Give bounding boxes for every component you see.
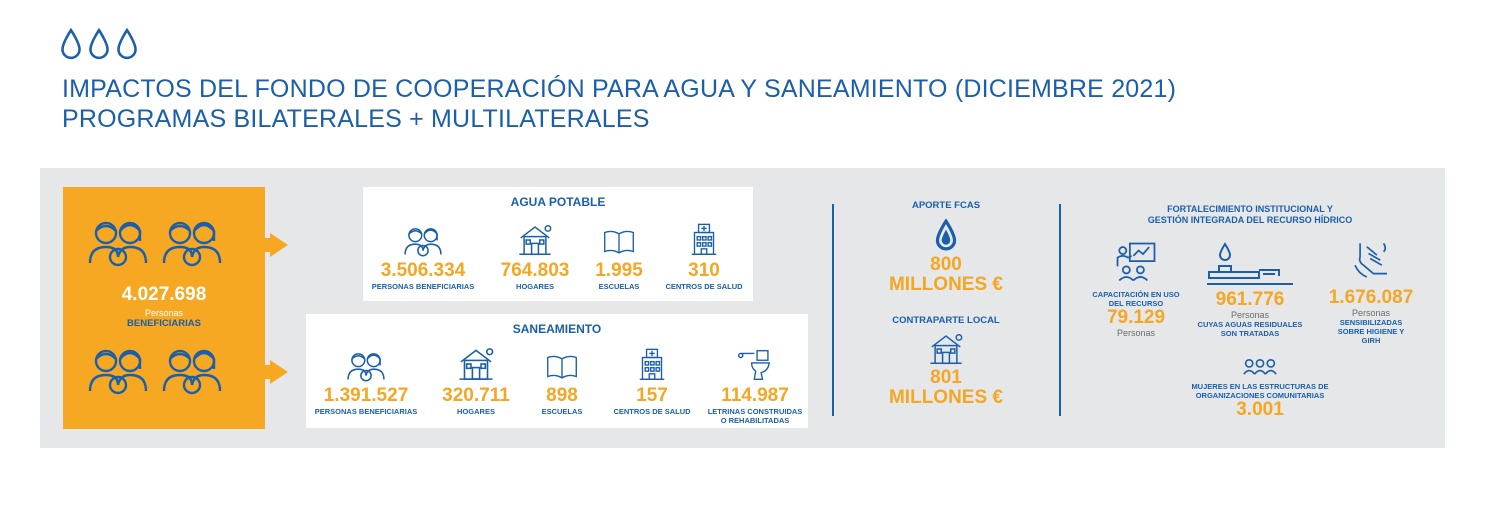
water-drop-icon [88, 28, 110, 60]
stat-label-line-2: O REHABILITADAS [720, 416, 790, 425]
arrow-stem [265, 238, 273, 252]
aguas-label-1: CUYAS AGUAS RESIDUALES [1197, 320, 1303, 329]
stat-label: CENTROS DE SALUD [613, 407, 691, 416]
stat-value: 157 [636, 385, 668, 406]
stat-value: 320.711 [442, 385, 510, 406]
people-icon [87, 217, 149, 267]
arrow-right-icon [270, 233, 288, 257]
stat-label: ESCUELAS [541, 407, 583, 416]
aporte-value: 800 [930, 254, 962, 275]
capacitacion-label-1: CAPACITACIÓN EN USO [1092, 290, 1180, 299]
women-group-icon [1242, 358, 1278, 376]
toilet-icon [738, 348, 772, 382]
aporte-title: APORTE FCAS [911, 200, 981, 211]
stat-label-line-1: LETRINAS CONSTRUIDAS [707, 407, 803, 416]
sensibilizadas-label-3: GIRH [1361, 336, 1381, 345]
stat-value: 114.987 [721, 385, 789, 406]
total-sub: Personas [144, 308, 184, 318]
sensibilizadas-sub: Personas [1351, 308, 1391, 318]
mujeres-label-2: ORGANIZACIONES COMUNITARIAS [1195, 391, 1325, 400]
mujeres-value: 3.001 [1236, 399, 1284, 420]
agua-title: AGUA POTABLE [510, 195, 606, 209]
contraparte-value: 801 [930, 367, 962, 388]
stat-label: ESCUELAS [598, 282, 640, 291]
agua-stat-hogares: 764.803 HOGARES [485, 223, 585, 291]
total-label: BENEFICIARIAS [127, 318, 201, 329]
fort-mujeres: MUJERES EN LAS ESTRUCTURAS DE ORGANIZACI… [1160, 358, 1360, 420]
fortalecimiento-title: FORTALECIMIENTO INSTITUCIONAL Y GESTIÓN … [1080, 204, 1420, 226]
page-title: IMPACTOS DEL FONDO DE COOPERACIÓN PARA A… [62, 74, 1176, 134]
handwashing-icon [1350, 240, 1392, 282]
arrow-stem [265, 365, 273, 379]
water-drop-icon [60, 28, 82, 60]
house-icon [457, 346, 495, 382]
people-icon [161, 217, 223, 267]
stat-value: 3.506.334 [380, 260, 466, 281]
fort-sensibilizadas: 1.676.087 Personas SENSIBILIZADAS SOBRE … [1316, 240, 1426, 345]
aporte-column: APORTE FCAS 800 MILLONES € CONTRAPARTE L… [860, 200, 1032, 408]
stat-label: PERSONAS BENEFICIARIAS [371, 282, 475, 291]
fort-title-line-1: FORTALECIMIENTO INSTITUCIONAL Y [1167, 204, 1333, 214]
stat-value: 764.803 [500, 260, 570, 281]
fort-capacitacion: CAPACITACIÓN EN USO DEL RECURSO 79.129 P… [1080, 240, 1192, 338]
aporte-unit: MILLONES € [888, 274, 1003, 295]
aguas-label-2: SON TRATADAS [1220, 329, 1280, 338]
water-drop-icon [116, 28, 138, 60]
stat-label: HOGARES [457, 407, 495, 416]
total-beneficiaries-block: 4.027.698 Personas BENEFICIARIAS [63, 187, 265, 429]
book-icon [545, 352, 579, 382]
capacitacion-label-2: DEL RECURSO [1108, 299, 1164, 308]
aguas-sub: Personas [1230, 310, 1270, 320]
capacitacion-sub: Personas [1116, 328, 1156, 338]
contraparte-unit: MILLONES € [888, 387, 1003, 408]
stat-value: 1.995 [595, 260, 643, 281]
people-icon [346, 350, 386, 382]
agua-potable-card: AGUA POTABLE 3.506.334 PERSONAS BENEFICI… [363, 187, 753, 301]
mujeres-label-1: MUJERES EN LAS ESTRUCTURAS DE [1191, 382, 1329, 391]
divider [832, 204, 834, 416]
book-icon [602, 227, 636, 257]
san-stat-hogares: 320.711 HOGARES [430, 346, 522, 416]
hospital-icon [637, 348, 667, 382]
fort-aguas-tratadas: 961.776 Personas CUYAS AGUAS RESIDUALES … [1190, 240, 1310, 338]
training-icon [1114, 240, 1158, 284]
people-icon [161, 345, 223, 395]
san-stat-letrinas: 114.987 LETRINAS CONSTRUIDAS O REHABILIT… [704, 348, 806, 425]
contraparte-title: CONTRAPARTE LOCAL [892, 315, 1000, 326]
title-line-2: PROGRAMAS BILATERALES + MULTILATERALES [62, 105, 650, 133]
people-icon [87, 345, 149, 395]
stat-label: CENTROS DE SALUD [665, 282, 743, 291]
total-value: 4.027.698 [121, 284, 207, 305]
san-stat-escuelas: 898 ESCUELAS [528, 352, 596, 416]
capacitacion-value: 79.129 [1106, 307, 1166, 328]
treatment-plant-icon [1200, 240, 1300, 290]
fort-title-line-2: GESTIÓN INTEGRADA DEL RECURSO HÍDRICO [1147, 215, 1353, 225]
arrow-right-icon [270, 360, 288, 384]
sensibilizadas-label-1: SENSIBILIZADAS [1339, 318, 1403, 327]
agua-stat-salud: 310 CENTROS DE SALUD [659, 223, 749, 291]
aguas-value: 961.776 [1215, 289, 1285, 310]
sensibilizadas-label-2: SOBRE HIGIENE Y [1337, 327, 1405, 336]
san-stat-salud: 157 CENTROS DE SALUD [604, 348, 700, 416]
stat-value: 1.391.527 [323, 385, 409, 406]
saneamiento-card: SANEAMIENTO 1.391.527 PERSONAS BENEFICIA… [306, 314, 808, 428]
sensibilizadas-value: 1.676.087 [1328, 287, 1414, 308]
house-icon [927, 332, 965, 366]
stat-label: HOGARES [516, 282, 554, 291]
agua-stat-personas: 3.506.334 PERSONAS BENEFICIARIAS [367, 225, 479, 291]
stat-label: PERSONAS BENEFICIARIAS [314, 407, 418, 416]
san-stat-personas: 1.391.527 PERSONAS BENEFICIARIAS [308, 350, 424, 416]
stat-value: 898 [546, 385, 578, 406]
people-icon [403, 225, 443, 257]
agua-stat-escuelas: 1.995 ESCUELAS [585, 227, 653, 291]
header-drops [60, 28, 138, 60]
saneamiento-title: SANEAMIENTO [512, 322, 602, 336]
water-drop-icon [935, 219, 957, 251]
divider [1059, 204, 1061, 416]
house-icon [516, 223, 554, 257]
title-line-1: IMPACTOS DEL FONDO DE COOPERACIÓN PARA A… [62, 75, 1177, 103]
stat-value: 310 [688, 260, 720, 281]
hospital-icon [689, 223, 719, 257]
